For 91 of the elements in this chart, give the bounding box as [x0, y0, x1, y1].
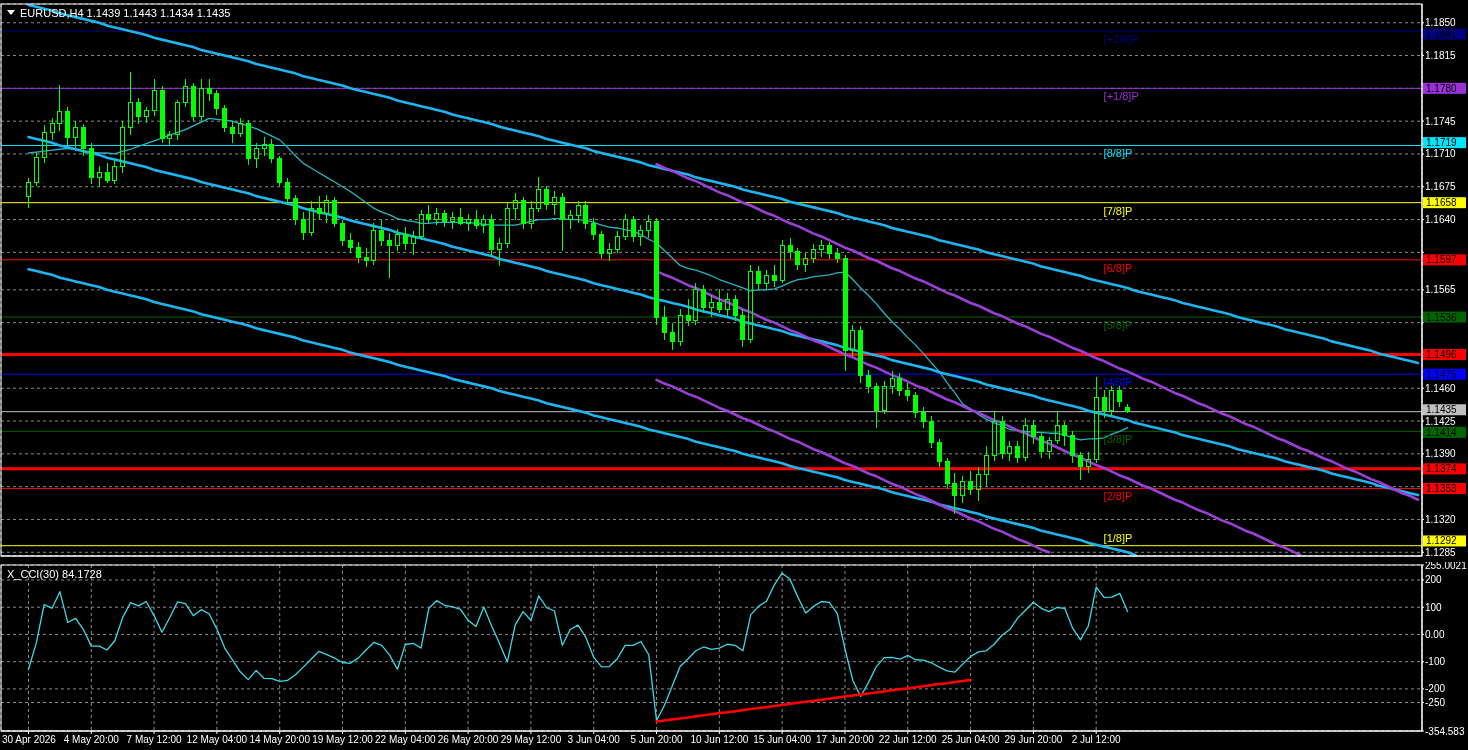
annotation: [4/8]P: [1103, 376, 1133, 389]
price-tag: 1.1292: [1423, 535, 1466, 547]
candlestick: [262, 136, 267, 157]
x-tick-label: 30 Apr 2026: [2, 734, 57, 746]
x-tick-label: 10 Jun 12:00: [690, 734, 749, 746]
y-tick-label: 1.1815: [1425, 50, 1457, 62]
ref-line-label: 1.1475: [1426, 368, 1458, 380]
ref-line-label: 1.1414: [1426, 426, 1458, 438]
ref-line-label: 1.1496: [1426, 349, 1458, 361]
ref-line-label: 1.1292: [1426, 535, 1458, 547]
x-tick-label: 5 Jun 20:00: [630, 734, 684, 746]
y-tick-label: 1.1460: [1425, 382, 1457, 394]
y-tick-label: 1.1850: [1425, 17, 1457, 29]
x-tick-label: 29 May 12:00: [500, 734, 562, 746]
candlestick: [788, 237, 793, 260]
y-tick-label: 1.1285: [1425, 546, 1457, 558]
x-tick-label: 2 Jul 12:00: [1071, 734, 1122, 746]
y-tick-label: -200: [1425, 683, 1446, 695]
ref-line-label: 1.1780: [1426, 82, 1458, 94]
x-tick-label: 14 May 20:00: [249, 734, 311, 746]
price-tag: 1.1374: [1423, 463, 1466, 475]
price-tag: 1.1536: [1423, 311, 1466, 323]
ref-line-label: 1.1374: [1426, 463, 1458, 475]
x-tick-label: 22 May 04:00: [375, 734, 437, 746]
price-tag: 1.1597: [1423, 254, 1466, 266]
annotation: [6/8]P: [1103, 261, 1133, 274]
candlestick: [984, 445, 989, 487]
y-tick-label: -100: [1425, 656, 1446, 668]
ref-line-label: 1.1353: [1426, 483, 1458, 495]
annotation: [5/8]P: [1103, 318, 1133, 331]
x-tick-label: 19 May 12:00: [312, 734, 374, 746]
price-tag: 1.1496: [1423, 349, 1466, 360]
candlestick: [387, 232, 392, 279]
y-tick-label: 1.1710: [1425, 148, 1457, 160]
x-tick-label: 17 Jun 20:00: [816, 734, 875, 746]
x-tick-label: 4 May 20:00: [63, 734, 120, 746]
line-series: [655, 378, 1051, 554]
y-tick-label: 100: [1425, 601, 1443, 613]
y-tick-label: 1.1320: [1425, 513, 1457, 525]
candlestick: [1102, 389, 1107, 419]
price-tag: 1.1414: [1423, 426, 1466, 438]
chart-title: X_CCI(30) 84.1728: [7, 567, 102, 580]
ref-line-label: 1.1719: [1426, 137, 1458, 149]
y-tick-label: 1.1390: [1425, 448, 1457, 460]
annotation: [3/8]P: [1103, 433, 1133, 446]
y-tick-label: 200: [1425, 574, 1443, 586]
line-series: [655, 678, 972, 723]
price-tag: 1.1658: [1423, 197, 1466, 209]
x-tick-label: 3 Jun 04:00: [567, 734, 621, 746]
x-tick-label: 25 Jun 04:00: [941, 734, 1000, 746]
candlestick: [128, 71, 133, 136]
annotation: [7/8]P: [1103, 204, 1133, 217]
candlestick: [301, 211, 306, 241]
y-tick-label: 1.1675: [1425, 181, 1457, 193]
price-tag: 1.1353: [1423, 483, 1466, 494]
ref-line-label: 1.1435: [1426, 404, 1458, 416]
ref-line-label: 1.1658: [1426, 197, 1458, 209]
candlestick: [513, 192, 518, 221]
y-tick-label: 1.1565: [1425, 284, 1457, 296]
candlestick: [662, 305, 667, 341]
price-tag: 1.1719: [1423, 137, 1466, 149]
annotation: [1/8]P: [1103, 531, 1133, 544]
annotation: [8/8]P: [1103, 147, 1133, 160]
ref-line-label: 1.1536: [1426, 311, 1458, 323]
price-tag: 1.1841: [1423, 28, 1466, 40]
x-tick-label: 26 May 20:00: [437, 734, 499, 746]
y-tick-label: 1.1640: [1425, 214, 1457, 226]
line-series: [655, 162, 1420, 502]
ref-line-label: 1.1841: [1426, 28, 1458, 40]
candlestick: [371, 222, 376, 266]
x-tick-label: 15 Jun 04:00: [753, 734, 812, 746]
candlestick: [952, 472, 957, 515]
x-tick-label: 7 May 12:00: [126, 734, 183, 746]
y-tick-label: 1.1745: [1425, 115, 1457, 127]
price-tag: 1.1475: [1423, 368, 1466, 380]
annotation: [2/8]P: [1103, 490, 1133, 503]
price-tag: 1.1435: [1423, 404, 1466, 416]
price-tag: 1.1780: [1423, 82, 1466, 94]
y-tick-label: 1.1425: [1425, 415, 1457, 427]
x-tick-label: 12 May 04:00: [186, 734, 248, 746]
ref-line-label: 1.1597: [1426, 254, 1458, 266]
y-tick-label: -354.583: [1425, 725, 1465, 737]
x-tick-label: 29 Jun 20:00: [1004, 734, 1063, 746]
annotation: [+1/8]P: [1103, 90, 1139, 103]
y-tick-label: 0.00: [1425, 628, 1445, 640]
candlestick: [890, 370, 895, 395]
y-tick-label: 255.0021: [1425, 559, 1468, 571]
annotation: [+2/8]P: [1103, 33, 1139, 46]
x-tick-label: 22 Jun 12:00: [878, 734, 938, 746]
candlestick: [976, 466, 981, 502]
y-tick-label: -250: [1425, 697, 1446, 709]
